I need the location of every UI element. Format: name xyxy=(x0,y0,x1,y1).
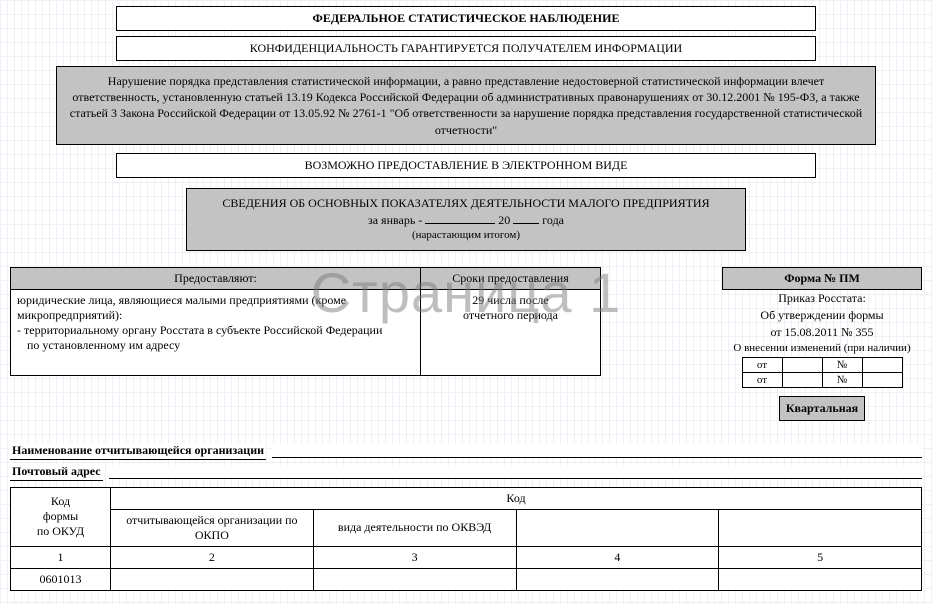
electronic-banner: ВОЗМОЖНО ПРЕДОСТАВЛЕНИЕ В ЭЛЕКТРОННОМ ВИ… xyxy=(116,153,816,178)
colnum-4: 4 xyxy=(516,546,719,568)
form-page: ФЕДЕРАЛЬНОЕ СТАТИСТИЧЕСКОЕ НАБЛЮДЕНИЕ КО… xyxy=(0,0,932,591)
who-line-3: по установленному им адресу xyxy=(17,338,414,353)
no-blank-1[interactable] xyxy=(862,357,902,372)
okpo-value[interactable] xyxy=(111,568,314,590)
colnum-1: 1 xyxy=(11,546,111,568)
from-blank-2[interactable] xyxy=(782,372,822,387)
no-label-2: № xyxy=(822,372,862,387)
from-blank-1[interactable] xyxy=(782,357,822,372)
org-name-field[interactable] xyxy=(272,444,922,458)
submission-who-header: Предоставляют: xyxy=(11,267,421,289)
from-label-2: от xyxy=(742,372,782,387)
deadline-line-1: 29 числа после xyxy=(427,293,594,308)
changes-table: от № от № xyxy=(742,357,903,388)
period-year-blank[interactable] xyxy=(513,212,539,224)
okved-header: вида деятельности по ОКВЭД xyxy=(313,509,516,546)
submission-deadline-header: Сроки предоставления xyxy=(421,267,601,289)
legal-notice: Нарушение порядка представления статисти… xyxy=(56,66,876,145)
submission-who-cell: юридические лица, являющиеся малыми пред… xyxy=(11,289,421,375)
org-addr-row: Почтовый адрес xyxy=(10,464,922,481)
colnum-3: 3 xyxy=(313,546,516,568)
okud-h1: Код xyxy=(15,494,106,509)
colnum-5: 5 xyxy=(719,546,922,568)
form-reference-box: Форма № ПМ Приказ Росстата: Об утвержден… xyxy=(722,267,922,421)
okved-value[interactable] xyxy=(313,568,516,590)
submission-row: Предоставляют: Сроки предоставления юрид… xyxy=(10,267,922,421)
org-addr-label: Почтовый адрес xyxy=(10,464,103,481)
colnum-2: 2 xyxy=(111,546,314,568)
order-line-3: от 15.08.2011 № 355 xyxy=(722,324,922,341)
okud-header: Код формы по ОКУД xyxy=(11,487,111,546)
period-prefix: за январь - xyxy=(368,213,422,227)
period-note: (нарастающим итогом) xyxy=(197,228,735,243)
no-blank-2[interactable] xyxy=(862,372,902,387)
report-period-line: за январь - 20 года xyxy=(197,212,735,229)
period-suffix: года xyxy=(542,213,564,227)
report-title: СВЕДЕНИЯ ОБ ОСНОВНЫХ ПОКАЗАТЕЛЯХ ДЕЯТЕЛЬ… xyxy=(197,195,735,212)
changes-line: О внесении изменений (при наличии) xyxy=(722,341,922,355)
from-label-1: от xyxy=(742,357,782,372)
order-line-1: Приказ Росстата: xyxy=(722,290,922,307)
org-name-row: Наименование отчитывающейся организации xyxy=(10,443,922,460)
okpo-header: отчитывающейся организации по ОКПО xyxy=(111,509,314,546)
periodicity: Квартальная xyxy=(779,396,865,421)
blank-col-2 xyxy=(719,509,922,546)
report-info-box: СВЕДЕНИЯ ОБ ОСНОВНЫХ ПОКАЗАТЕЛЯХ ДЕЯТЕЛЬ… xyxy=(186,188,746,251)
order-line-2: Об утверждении формы xyxy=(722,307,922,324)
okud-h2: формы xyxy=(15,509,106,524)
period-month-blank[interactable] xyxy=(425,212,495,224)
who-line-1: юридические лица, являющиеся малыми пред… xyxy=(17,293,414,323)
who-line-2: - территориальному органу Росстата в суб… xyxy=(17,323,414,338)
blank-col-1 xyxy=(516,509,719,546)
org-name-label: Наименование отчитывающейся организации xyxy=(10,443,266,460)
deadline-line-2: отчетного периода xyxy=(427,308,594,323)
title-banner: ФЕДЕРАЛЬНОЕ СТАТИСТИЧЕСКОЕ НАБЛЮДЕНИЕ xyxy=(116,6,816,31)
form-number: Форма № ПМ xyxy=(722,267,922,290)
org-addr-field[interactable] xyxy=(109,465,922,479)
no-label-1: № xyxy=(822,357,862,372)
codes-table: Код формы по ОКУД Код отчитывающейся орг… xyxy=(10,487,922,591)
okud-h3: по ОКУД xyxy=(15,524,106,539)
period-year-prefix: 20 xyxy=(498,213,510,227)
confidentiality-banner: КОНФИДЕНЦИАЛЬНОСТЬ ГАРАНТИРУЕТСЯ ПОЛУЧАТ… xyxy=(116,36,816,61)
submission-table: Предоставляют: Сроки предоставления юрид… xyxy=(10,267,601,376)
code-group-header: Код xyxy=(111,487,922,509)
okud-value: 0601013 xyxy=(11,568,111,590)
submission-deadline-cell: 29 числа после отчетного периода xyxy=(421,289,601,375)
code4-value[interactable] xyxy=(516,568,719,590)
code5-value[interactable] xyxy=(719,568,922,590)
